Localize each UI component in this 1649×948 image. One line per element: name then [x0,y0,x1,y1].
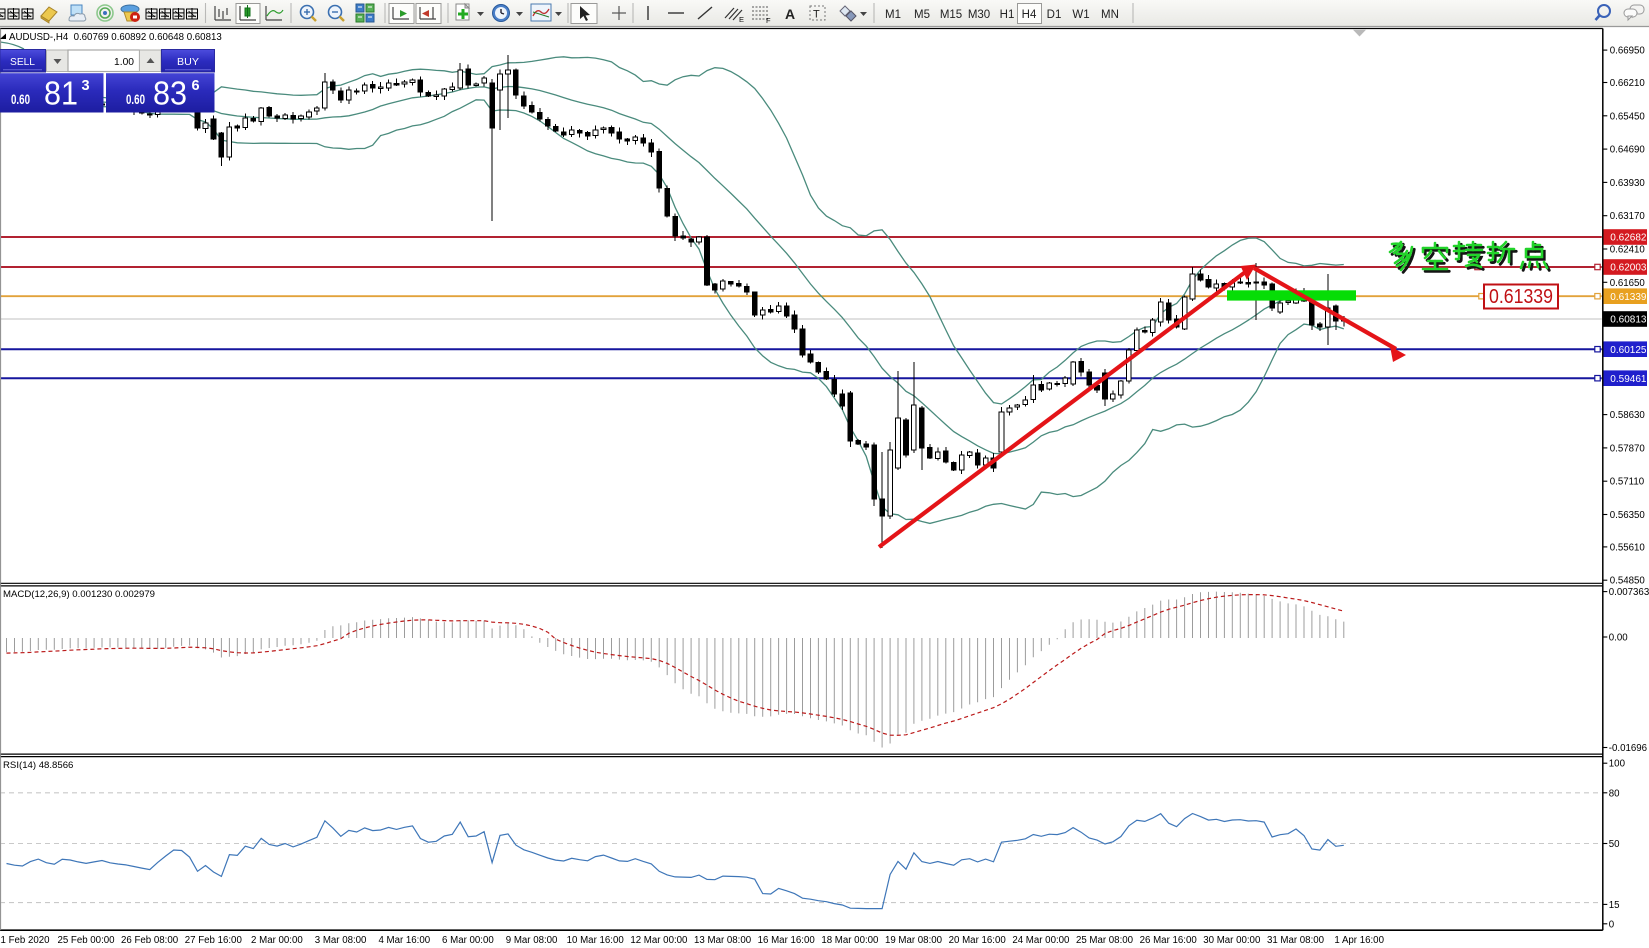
svg-text:MACD(12,26,9) 0.001230 0.00297: MACD(12,26,9) 0.001230 0.002979 [3,589,155,600]
svg-text:AUDUSD-,H4 0.60769 0.60892 0.: AUDUSD-,H4 0.60769 0.60892 0.60648 0.608… [9,32,222,43]
svg-text:0.00: 0.00 [1609,633,1628,644]
svg-text:15: 15 [1609,900,1620,911]
svg-text:0.60: 0.60 [126,91,145,107]
svg-text:16 Mar 16:00: 16 Mar 16:00 [758,935,816,946]
svg-text:3 Mar 08:00: 3 Mar 08:00 [315,935,367,946]
svg-text:0.64690: 0.64690 [1610,145,1646,156]
svg-text:0: 0 [1609,919,1615,930]
svg-text:0.62410: 0.62410 [1610,245,1646,256]
svg-text:T: T [813,9,820,21]
svg-text:0.61339: 0.61339 [1489,286,1553,308]
svg-text:0.60: 0.60 [11,91,30,107]
svg-text:9 Mar 08:00: 9 Mar 08:00 [506,935,558,946]
svg-text:1 Apr 16:00: 1 Apr 16:00 [1334,935,1384,946]
svg-text:BUY: BUY [177,57,199,68]
svg-text:F: F [766,16,771,25]
svg-text:0.66950: 0.66950 [1610,46,1646,57]
svg-text:0.61650: 0.61650 [1610,278,1646,289]
svg-text:0.007363: 0.007363 [1609,587,1649,598]
svg-text:81: 81 [44,76,78,113]
svg-text:M1: M1 [885,9,901,21]
svg-text:2 Mar 00:00: 2 Mar 00:00 [251,935,303,946]
svg-text:0.58630: 0.58630 [1610,410,1646,421]
svg-text:RSI(14) 48.8566: RSI(14) 48.8566 [3,760,73,771]
svg-text:M30: M30 [968,9,990,21]
svg-text:0.54850: 0.54850 [1610,576,1646,587]
svg-text:-0.01696: -0.01696 [1609,743,1647,754]
svg-text:0.65450: 0.65450 [1610,111,1646,122]
svg-text:0.61339: 0.61339 [1610,292,1647,303]
svg-text:26 Mar 16:00: 26 Mar 16:00 [1140,935,1198,946]
svg-text:10 Mar 16:00: 10 Mar 16:00 [567,935,625,946]
svg-text:18 Mar 00:00: 18 Mar 00:00 [821,935,879,946]
svg-text:SELL: SELL [10,57,35,68]
svg-text:83: 83 [153,76,187,113]
svg-text:MN: MN [1101,9,1119,21]
svg-text:0.57870: 0.57870 [1610,443,1646,454]
svg-text:100: 100 [1609,759,1626,770]
svg-text:1.00: 1.00 [114,56,134,68]
svg-text:0.56350: 0.56350 [1610,510,1646,521]
svg-text:80: 80 [1609,788,1620,799]
svg-text:D1: D1 [1047,9,1062,21]
svg-text:21 Feb 2020: 21 Feb 2020 [0,935,50,946]
svg-text:0.60813: 0.60813 [1610,315,1647,326]
svg-text:H1: H1 [1000,9,1015,21]
svg-text:W1: W1 [1072,9,1089,21]
svg-text:0.57110: 0.57110 [1610,477,1645,488]
svg-text:0.63930: 0.63930 [1610,178,1646,189]
svg-text:0.62003: 0.62003 [1610,263,1647,274]
svg-text:6: 6 [192,78,200,94]
svg-text:25 Feb 00:00: 25 Feb 00:00 [57,935,115,946]
svg-text:26 Feb 08:00: 26 Feb 08:00 [121,935,179,946]
svg-text:M5: M5 [914,9,930,21]
svg-text:4 Mar 16:00: 4 Mar 16:00 [378,935,430,946]
svg-text:0.63170: 0.63170 [1610,211,1646,222]
svg-text:13 Mar 08:00: 13 Mar 08:00 [694,935,752,946]
svg-text:12 Mar 00:00: 12 Mar 00:00 [630,935,688,946]
svg-text:H4: H4 [1022,9,1037,21]
svg-text:20 Mar 16:00: 20 Mar 16:00 [949,935,1007,946]
svg-text:0.60125: 0.60125 [1610,345,1647,356]
svg-text:6 Mar 00:00: 6 Mar 00:00 [442,935,494,946]
svg-text:24 Mar 00:00: 24 Mar 00:00 [1012,935,1070,946]
svg-text:50: 50 [1609,839,1620,850]
svg-text:3: 3 [82,78,90,94]
svg-text:27 Feb 16:00: 27 Feb 16:00 [185,935,243,946]
svg-text:25 Mar 08:00: 25 Mar 08:00 [1076,935,1134,946]
svg-text:M15: M15 [940,9,962,21]
svg-text:A: A [785,6,795,22]
svg-text:30 Mar 00:00: 30 Mar 00:00 [1203,935,1261,946]
svg-text:0.62682: 0.62682 [1610,233,1647,244]
svg-text:19 Mar 08:00: 19 Mar 08:00 [885,935,943,946]
svg-text:E: E [739,15,744,24]
svg-text:0.66210: 0.66210 [1610,78,1646,89]
svg-text:31 Mar 08:00: 31 Mar 08:00 [1267,935,1325,946]
svg-text:0.59461: 0.59461 [1610,374,1647,385]
svg-text:0.55610: 0.55610 [1610,542,1646,553]
